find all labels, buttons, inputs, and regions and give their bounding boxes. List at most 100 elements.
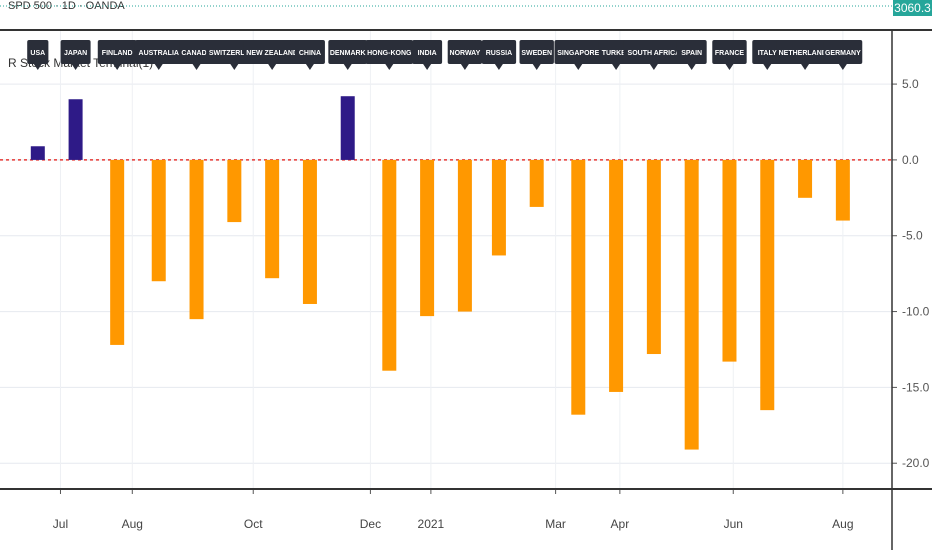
country-flag <box>134 40 183 64</box>
country-label: CHINA <box>299 50 321 57</box>
country-flag <box>243 40 301 64</box>
country-flag <box>294 40 325 64</box>
bar <box>189 159 204 320</box>
xtick-label: Jul <box>53 517 68 531</box>
country-label: SWITZERLAND <box>209 50 260 57</box>
xtick-label: Mar <box>545 517 566 531</box>
country-label: USA <box>30 50 45 57</box>
country-flag <box>752 40 783 64</box>
bar <box>529 159 544 207</box>
bar <box>798 159 813 198</box>
country-label: FRANCE <box>715 50 744 57</box>
xtick-label: Dec <box>360 517 381 531</box>
country-flag <box>412 40 443 64</box>
country-flag-pointer <box>71 64 80 70</box>
country-flag <box>676 40 707 64</box>
ytick-label: 0.0 <box>902 153 919 167</box>
bar <box>68 99 83 160</box>
xtick-label: Apr <box>611 517 630 531</box>
country-flag-pointer <box>154 64 163 70</box>
country-label: HONG-KONG <box>367 50 412 57</box>
country-label: JAPAN <box>64 50 87 57</box>
bar <box>382 159 397 371</box>
country-label: SPAIN <box>681 50 702 57</box>
country-label: SOUTH AFRICA <box>628 50 681 57</box>
country-flag-pointer <box>305 64 314 70</box>
country-flag-pointer <box>574 64 583 70</box>
bar <box>760 159 775 411</box>
country-flag-pointer <box>763 64 772 70</box>
bar <box>571 159 586 415</box>
country-flag-pointer <box>343 64 352 70</box>
bar <box>151 159 166 282</box>
bar <box>110 159 125 345</box>
country-label: CANADA <box>181 50 211 57</box>
bar <box>457 159 472 312</box>
country-label: NEW ZEALAND <box>246 50 298 57</box>
xtick-label: Oct <box>244 517 263 531</box>
ytick-label: -5.0 <box>902 229 923 243</box>
country-flag-pointer <box>385 64 394 70</box>
country-flag-pointer <box>725 64 734 70</box>
country-flag <box>481 40 517 64</box>
bar <box>835 159 850 221</box>
country-flag-pointer <box>460 64 469 70</box>
country-flag-pointer <box>423 64 432 70</box>
price-badge: 3060.3 <box>893 0 932 16</box>
country-label: SWEDEN <box>521 50 552 57</box>
country-label: TURKEY <box>602 50 631 57</box>
country-label: DENMARK <box>330 50 366 57</box>
country-flag-pointer <box>649 64 658 70</box>
country-flag-pointer <box>268 64 277 70</box>
ytick-label: -15.0 <box>902 380 930 394</box>
country-label: NETHERLANDS <box>779 50 832 57</box>
country-flag-pointer <box>532 64 541 70</box>
country-label: FINLAND <box>102 50 133 57</box>
country-flag <box>328 40 368 64</box>
country-flag-pointer <box>192 64 201 70</box>
country-label: SINGAPORE <box>557 50 599 57</box>
bar <box>684 159 699 450</box>
country-label: NORWAY <box>450 50 481 57</box>
country-flag <box>447 40 483 64</box>
country-label: AUSTRALIA <box>139 50 179 57</box>
country-flag <box>179 40 214 64</box>
bar <box>646 159 661 355</box>
country-flag-pointer <box>838 64 847 70</box>
country-label: RUSSIA <box>486 50 512 57</box>
ytick-label: -20.0 <box>902 456 930 470</box>
bar <box>722 159 737 362</box>
country-flag-pointer <box>612 64 621 70</box>
country-label: INDIA <box>418 50 437 57</box>
country-flag-pointer <box>230 64 239 70</box>
bar <box>227 159 242 223</box>
country-label: ITALY <box>758 50 777 57</box>
country-flag <box>27 40 49 64</box>
country-flag <box>365 40 414 64</box>
ytick-label: 5.0 <box>902 77 919 91</box>
bar <box>30 146 45 160</box>
ytick-label: -10.0 <box>902 305 930 319</box>
country-flag-pointer <box>33 64 42 70</box>
xtick-label: 2021 <box>418 517 445 531</box>
country-flag <box>823 40 863 64</box>
country-flag <box>519 40 554 64</box>
bar <box>265 159 280 279</box>
country-flag-pointer <box>687 64 696 70</box>
country-flag <box>60 40 91 64</box>
country-flag <box>776 40 834 64</box>
bar <box>609 159 624 392</box>
bar <box>302 159 317 304</box>
country-flag-pointer <box>494 64 503 70</box>
bar <box>420 159 435 317</box>
country-flag-pointer <box>113 64 122 70</box>
country-flag <box>554 40 603 64</box>
bar <box>340 96 355 160</box>
country-flag <box>712 40 747 64</box>
xtick-label: Aug <box>122 517 143 531</box>
bar <box>491 159 506 256</box>
country-flag <box>97 40 137 64</box>
country-flag <box>623 40 685 64</box>
xtick-label: Aug <box>832 517 853 531</box>
